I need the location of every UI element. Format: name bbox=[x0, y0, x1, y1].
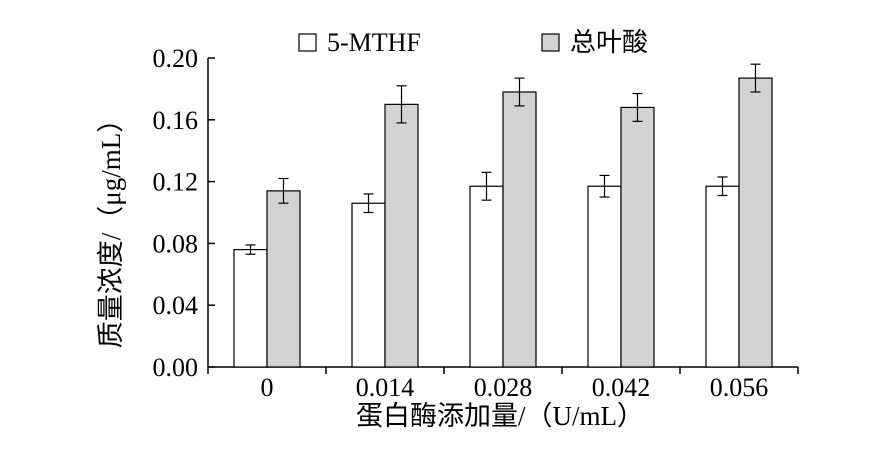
x-tick-label: 0.014 bbox=[356, 373, 415, 402]
legend: 5-MTHF 总叶酸 bbox=[298, 28, 648, 57]
y-tick-label: 0.12 bbox=[153, 168, 199, 197]
bar-total-folate bbox=[620, 106, 655, 368]
bar-5-mthf bbox=[705, 185, 740, 368]
plot-area: 0.00 0.04 0.08 0.12 0.16 0.20 0 0.014 0.028 0.042… bbox=[153, 44, 799, 402]
legend-label-total-folate: 总叶酸 bbox=[570, 28, 648, 57]
bar-total-folate bbox=[502, 91, 537, 368]
legend-swatch-total-folate bbox=[541, 33, 560, 52]
y-tick-label: 0.16 bbox=[153, 106, 199, 135]
x-tick-label: 0.056 bbox=[710, 373, 769, 402]
x-tick-label: 0 bbox=[261, 373, 274, 402]
bar-5-mthf bbox=[233, 248, 268, 368]
bar-total-folate bbox=[266, 190, 301, 368]
x-tick-label: 0.042 bbox=[592, 373, 651, 402]
y-tick-label: 0.20 bbox=[153, 44, 199, 73]
x-tick-label: 0.028 bbox=[474, 373, 533, 402]
bar-5-mthf bbox=[587, 185, 622, 368]
y-tick-label: 0.00 bbox=[153, 353, 199, 382]
bar-5-mthf bbox=[469, 185, 504, 368]
y-axis-title: 质量浓度/（μg/mL） bbox=[96, 106, 126, 348]
x-axis-title: 蛋白酶添加量/（U/mL） bbox=[356, 401, 644, 431]
bar-total-folate bbox=[384, 103, 419, 368]
bar-total-folate bbox=[738, 77, 773, 368]
y-tick-label: 0.04 bbox=[153, 291, 199, 320]
y-tick-label: 0.08 bbox=[153, 229, 199, 258]
legend-swatch-5-mthf bbox=[298, 33, 317, 52]
bar-5-mthf bbox=[351, 202, 386, 368]
legend-label-5-mthf: 5-MTHF bbox=[327, 28, 421, 57]
